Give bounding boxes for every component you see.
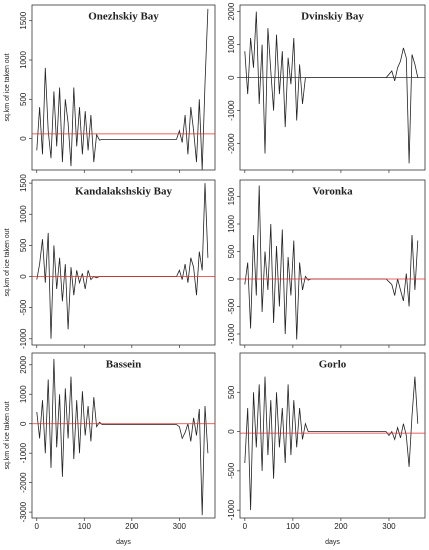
y-tick-label: 1000 — [227, 35, 236, 53]
y-tick-label: 0 — [227, 75, 236, 80]
y-tick-label: -1000 — [19, 328, 28, 349]
y-axis-label: sq.km of ice taken out — [4, 228, 11, 296]
data-line — [244, 376, 419, 511]
y-tick-label: -2000 — [227, 133, 236, 154]
y-tick-label: 0 — [19, 136, 28, 141]
y-tick-label: -500 — [227, 462, 236, 479]
x-tick-label: 300 — [382, 522, 396, 531]
panel-frame — [239, 352, 426, 519]
x-axis-label: days — [325, 539, 340, 546]
y-tick-label: -2000 — [19, 472, 28, 493]
data-line — [36, 8, 209, 171]
y-tick-label: -1000 — [227, 100, 236, 121]
y-tick-label: 0 — [19, 421, 28, 426]
y-tick-label: 1000 — [19, 51, 28, 69]
panel-title: Dvinskiy Bay — [301, 11, 364, 23]
x-tick-label: 100 — [286, 522, 300, 531]
y-tick-label: 1500 — [227, 187, 236, 205]
panel-title: Kandalakshskiy Bay — [75, 186, 172, 198]
x-tick-label: 200 — [334, 522, 348, 531]
y-tick-label: 0 — [227, 276, 236, 281]
y-tick-label: 2000 — [19, 355, 28, 373]
y-tick-label: 1000 — [19, 205, 28, 223]
panel-frame — [239, 179, 426, 346]
y-tick-label: 500 — [19, 92, 28, 106]
panel-title: Bassein — [106, 359, 141, 371]
y-tick-label: -1000 — [19, 442, 28, 463]
x-tick-label: 0 — [243, 522, 248, 531]
y-tick-label: -1000 — [227, 499, 236, 520]
panel-frame — [239, 4, 426, 171]
y-tick-label: 0 — [19, 274, 28, 279]
y-tick-label: -3000 — [19, 501, 28, 522]
y-tick-label: 500 — [19, 238, 28, 252]
data-line — [244, 185, 419, 340]
data-line — [244, 11, 419, 164]
data-line — [36, 358, 209, 516]
x-axis-label: days — [116, 539, 131, 546]
panel-title: Onezhskiy Bay — [88, 11, 159, 23]
x-tick-label: 100 — [78, 522, 92, 531]
panel-title: Voronka — [312, 186, 353, 198]
panel-frame — [31, 352, 216, 519]
x-tick-label: 0 — [35, 522, 40, 531]
y-tick-label: 1000 — [227, 215, 236, 233]
y-tick-label: 1500 — [19, 11, 28, 29]
x-tick-label: 200 — [125, 522, 139, 531]
y-tick-label: -1000 — [227, 323, 236, 344]
y-axis-label: sq.km of ice taken out — [4, 401, 11, 469]
panel-title: Gorlo — [319, 359, 347, 371]
x-tick-label: 300 — [173, 522, 187, 531]
y-tick-label: -500 — [227, 298, 236, 315]
panel-frame — [31, 4, 216, 171]
y-tick-label: 1000 — [19, 385, 28, 403]
y-axis-label: sq.km of ice taken out — [4, 53, 11, 121]
panel-frame — [31, 179, 216, 346]
data-line — [36, 183, 209, 339]
y-tick-label: -500 — [19, 299, 28, 316]
y-tick-label: 500 — [227, 385, 236, 399]
y-tick-label: 2000 — [227, 2, 236, 20]
y-tick-label: 0 — [227, 429, 236, 434]
y-tick-label: 500 — [227, 244, 236, 258]
y-tick-label: 1500 — [19, 174, 28, 192]
